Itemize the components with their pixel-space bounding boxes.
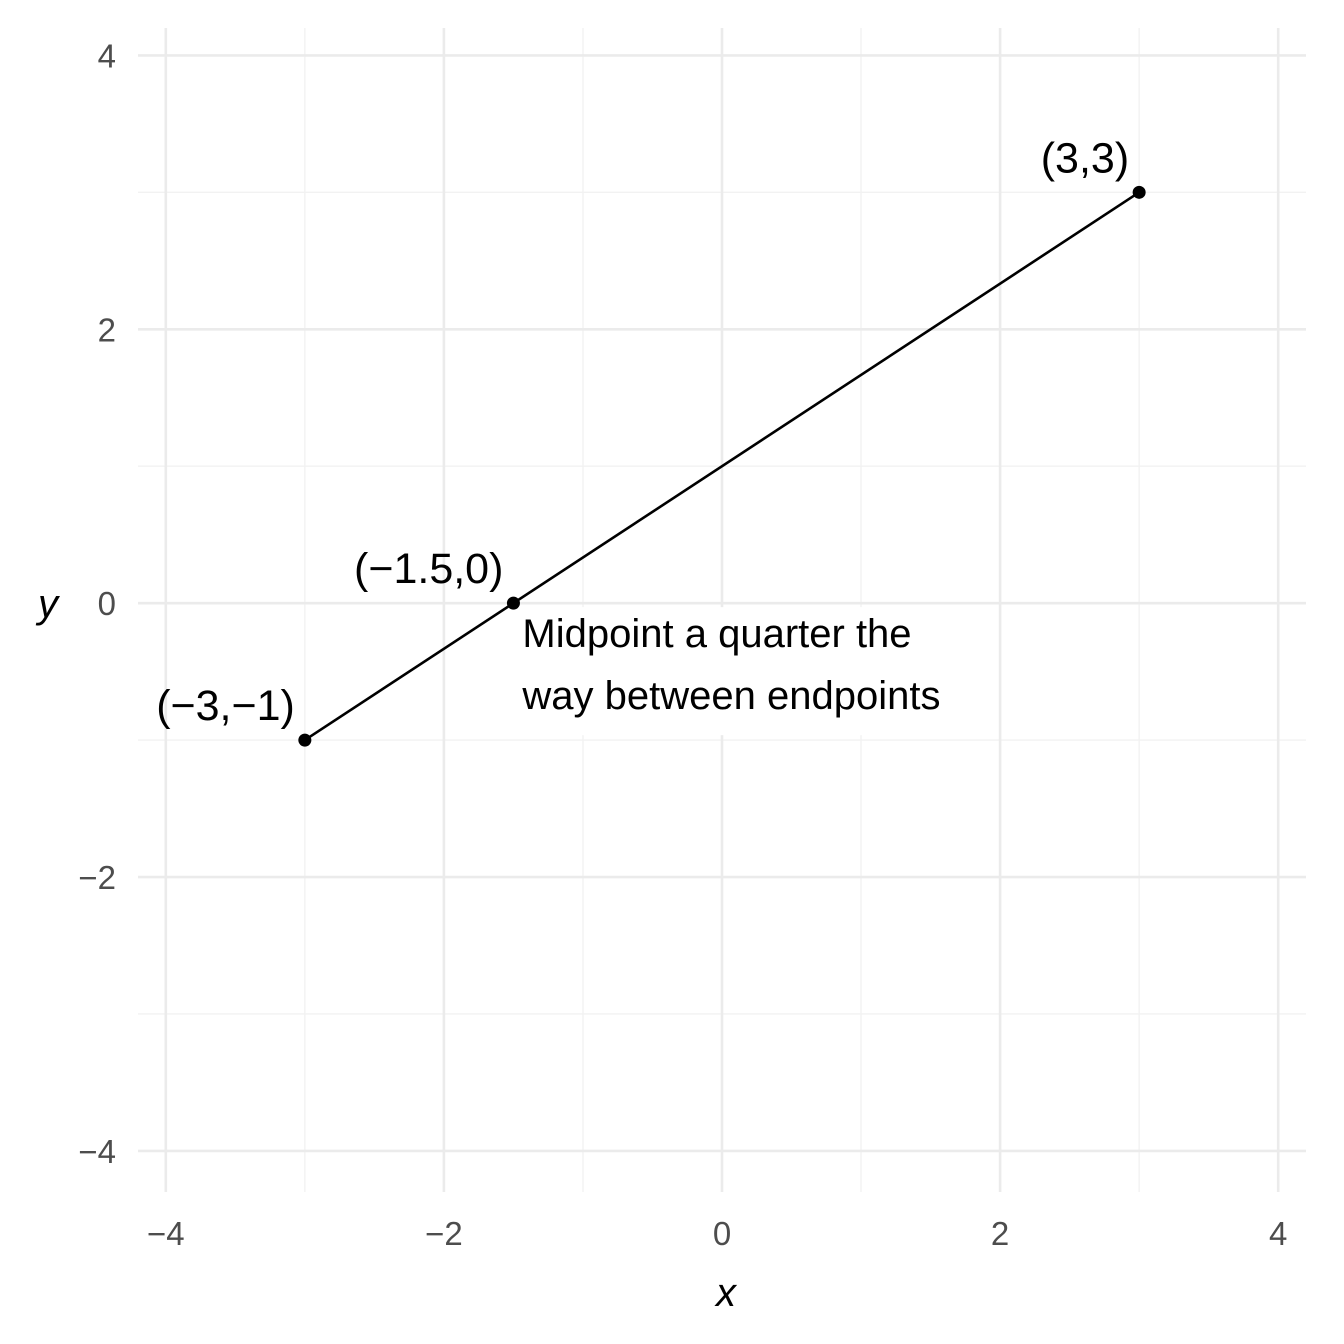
x-axis-title: x (714, 1271, 738, 1315)
point-label: (−3,−1) (156, 682, 295, 730)
point-labels: (−3,−1) (−1.5,0) (3,3) Midpoint a quarter t… (156, 134, 1129, 736)
x-tick-label: 4 (1269, 1215, 1287, 1252)
annotation-line: Midpoint a quarter the (522, 612, 911, 656)
grid (138, 28, 1306, 1192)
point-label: (−1.5,0) (354, 545, 503, 593)
y-tick-label: −4 (78, 1133, 116, 1170)
data-point (298, 733, 312, 747)
y-tick-label: 0 (98, 585, 116, 622)
line-segment (304, 191, 1140, 742)
y-axis-title: y (35, 582, 61, 626)
point-label: (3,3) (1041, 134, 1129, 182)
x-tick-label: −4 (147, 1215, 185, 1252)
tick-labels: −4 −2 0 2 4 −4 −2 0 2 4 (78, 37, 1287, 1252)
y-tick-label: −2 (78, 859, 116, 896)
annotation-line: way between endpoints (521, 674, 940, 718)
x-tick-label: −2 (425, 1215, 463, 1252)
x-tick-label: 2 (991, 1215, 1009, 1252)
y-tick-label: 2 (98, 311, 116, 348)
data-point (1132, 185, 1146, 199)
data-layer (298, 185, 1146, 747)
x-tick-label: 0 (713, 1215, 731, 1252)
data-point (506, 596, 520, 610)
annotation-background (518, 607, 947, 736)
y-tick-label: 4 (98, 37, 116, 74)
